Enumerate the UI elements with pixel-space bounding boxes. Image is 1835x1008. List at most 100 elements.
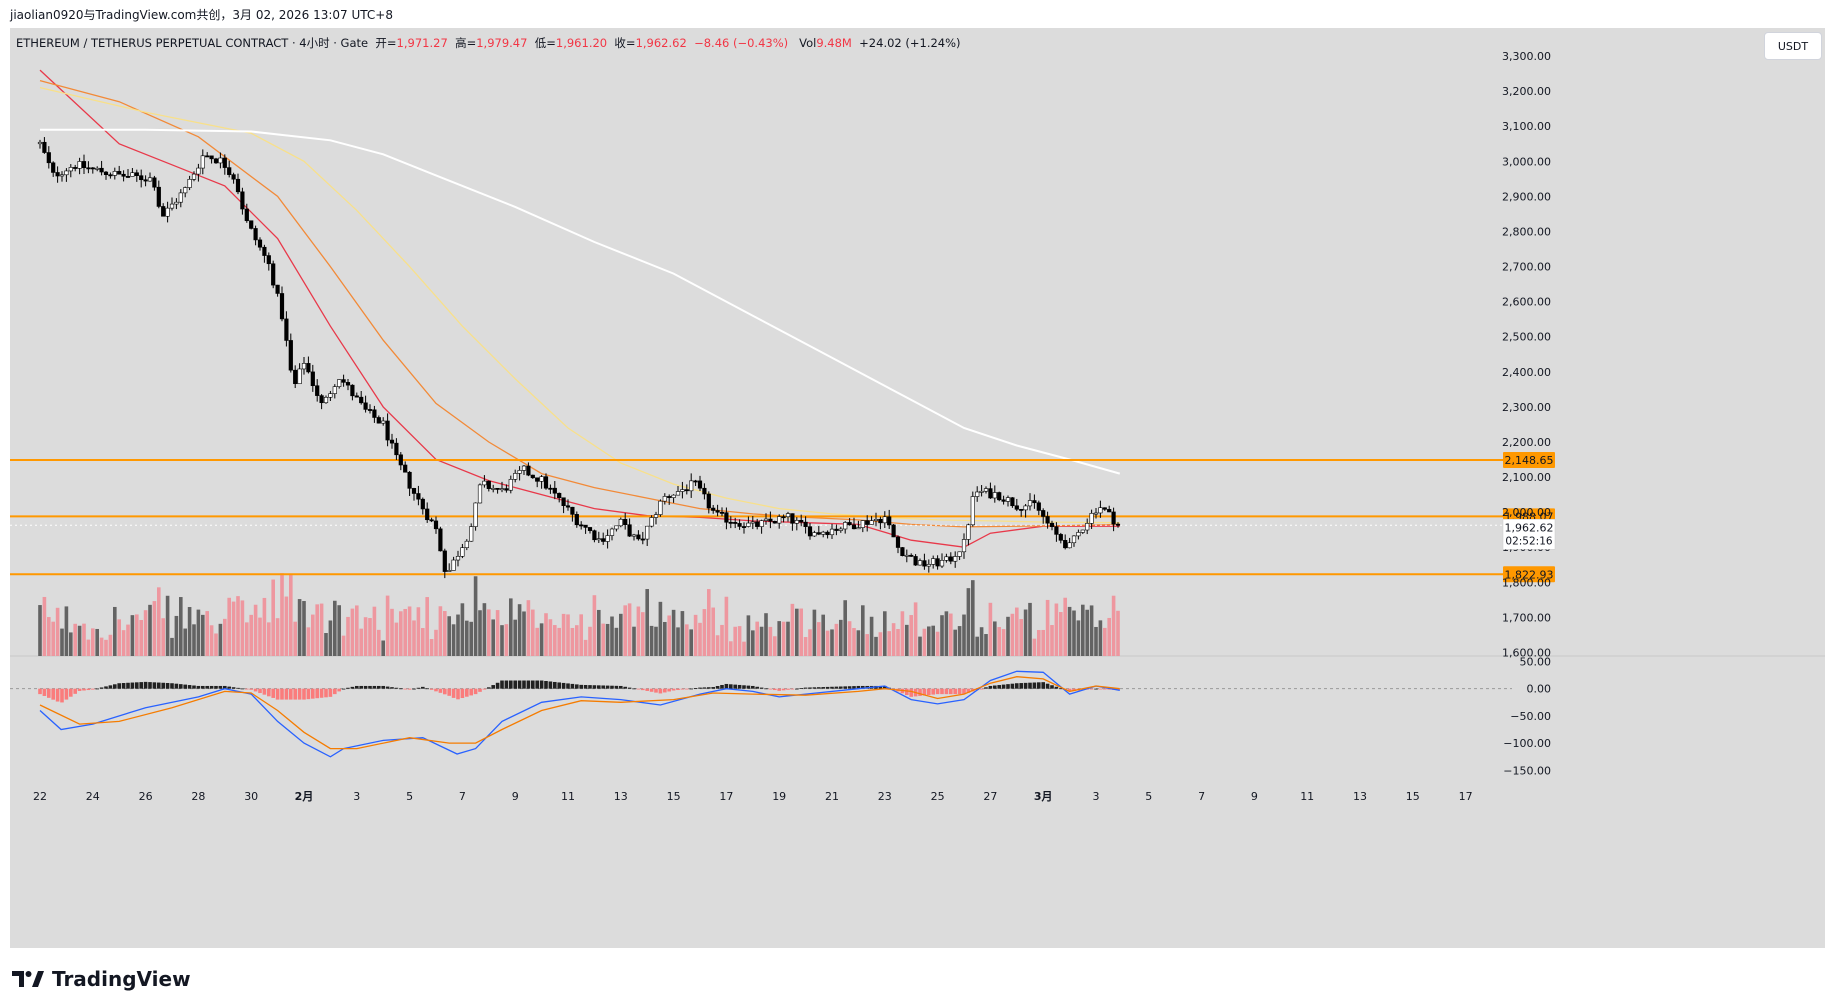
volume-bar xyxy=(139,620,143,656)
candle-down xyxy=(134,172,139,176)
candle-up xyxy=(1076,532,1081,537)
candle-down xyxy=(887,516,892,526)
candle-down xyxy=(486,480,491,489)
volume-bar xyxy=(297,599,302,656)
candle-up xyxy=(662,496,667,502)
macd-histogram-bar xyxy=(170,683,174,689)
volume-bar xyxy=(152,601,157,656)
volume-bar xyxy=(751,630,755,656)
candle-down xyxy=(266,255,271,265)
candle-down xyxy=(825,531,830,536)
candle-down xyxy=(561,497,566,506)
macd-histogram-bar xyxy=(614,685,619,689)
macd-histogram-bar xyxy=(698,687,702,689)
last-price-label: 1,962.62 xyxy=(1505,521,1554,534)
macd-histogram-bar xyxy=(966,688,971,693)
volume-bar xyxy=(517,604,522,656)
price-tick-label: 2,500.00 xyxy=(1502,331,1551,344)
candle-up xyxy=(187,178,192,188)
macd-histogram-bar xyxy=(962,688,966,695)
vol-change-value: +24.02 (+1.24%) xyxy=(859,36,961,50)
candle-up xyxy=(1005,497,1011,502)
macd-histogram-bar xyxy=(205,685,209,689)
macd-histogram-bar xyxy=(77,688,82,691)
candle-up xyxy=(970,496,975,526)
volume-bar xyxy=(108,634,113,656)
volume-bar xyxy=(1085,609,1089,656)
volume-bar xyxy=(504,624,509,656)
candle-down xyxy=(363,402,368,410)
volume-bar xyxy=(372,606,377,656)
low-label: 低= xyxy=(534,36,556,50)
volume-bar xyxy=(817,622,821,656)
macd-histogram-bar xyxy=(1001,684,1006,689)
macd-histogram-bar xyxy=(385,686,390,689)
volume-bar xyxy=(667,615,671,656)
macd-histogram-bar xyxy=(667,688,671,692)
candle-up xyxy=(777,516,782,524)
candle-down xyxy=(81,161,87,169)
candle-down xyxy=(697,480,703,489)
time-tick-label: 17 xyxy=(719,790,733,803)
candle-down xyxy=(803,521,808,527)
signal-line xyxy=(39,676,1120,750)
candle-up xyxy=(1098,507,1103,514)
candle-down xyxy=(310,371,315,387)
volume-bar xyxy=(1006,616,1010,656)
macd-histogram-bar xyxy=(1067,688,1072,692)
macd-histogram-bar xyxy=(121,683,126,689)
volume-bar xyxy=(456,614,460,656)
macd-histogram-bar xyxy=(566,683,570,689)
volume-bar xyxy=(759,626,764,656)
candle-up xyxy=(513,473,518,480)
candle-up xyxy=(169,203,175,209)
candle-up xyxy=(746,522,751,527)
price-chart[interactable]: 2,148.651,988.071,822.93 3,300.003,200.0… xyxy=(10,28,1825,948)
macd-histogram-bar xyxy=(957,688,962,695)
candle-up xyxy=(1071,535,1077,544)
candle-down xyxy=(1107,509,1112,513)
volume-bar xyxy=(869,616,874,656)
volume-bar xyxy=(192,624,196,656)
volume-bar xyxy=(597,609,601,656)
volume-bar xyxy=(157,587,161,656)
macd-histogram-bar xyxy=(333,688,337,695)
candle-up xyxy=(464,540,469,548)
candle-up xyxy=(323,396,329,404)
volume-bar xyxy=(997,627,1001,656)
volume-bar xyxy=(781,621,786,656)
macd-histogram-bar xyxy=(729,684,733,689)
brand-name: TradingView xyxy=(52,967,191,991)
volume-bar xyxy=(447,616,451,656)
macd-histogram-bar xyxy=(434,688,438,692)
candle-down xyxy=(117,171,122,175)
volume-bar xyxy=(803,637,808,656)
macd-histogram-bar xyxy=(275,688,280,700)
chart-frame[interactable]: 2,148.65 1,988.07 1,822.93 3,300.00 3,200.0… xyxy=(10,28,1825,948)
candle-down xyxy=(1036,502,1041,511)
volume-bar xyxy=(601,623,605,656)
volume-bar xyxy=(271,579,275,656)
volume-bar xyxy=(1081,604,1085,656)
volume-bar xyxy=(227,597,231,656)
volume-bar xyxy=(161,618,165,656)
volume-bar xyxy=(126,624,130,656)
candle-up xyxy=(759,520,764,527)
volume-bar xyxy=(988,602,993,656)
volume-bar xyxy=(51,621,55,656)
candle-down xyxy=(275,284,280,294)
currency-unit-button[interactable]: USDT xyxy=(1764,32,1822,60)
volume-bar xyxy=(592,595,597,656)
volume-bar xyxy=(874,636,878,656)
candle-down xyxy=(354,395,359,398)
candle-up xyxy=(469,526,474,542)
tradingview-brand[interactable]: TradingView xyxy=(12,967,191,991)
macd-histogram-bar xyxy=(636,688,641,690)
macd-histogram-bar xyxy=(465,688,469,697)
candle-up xyxy=(517,470,522,474)
volume-bar xyxy=(975,636,979,656)
time-tick-label: 5 xyxy=(1145,790,1152,803)
candle-down xyxy=(851,524,857,530)
candle-up xyxy=(447,570,452,572)
candle-up xyxy=(1080,529,1085,533)
